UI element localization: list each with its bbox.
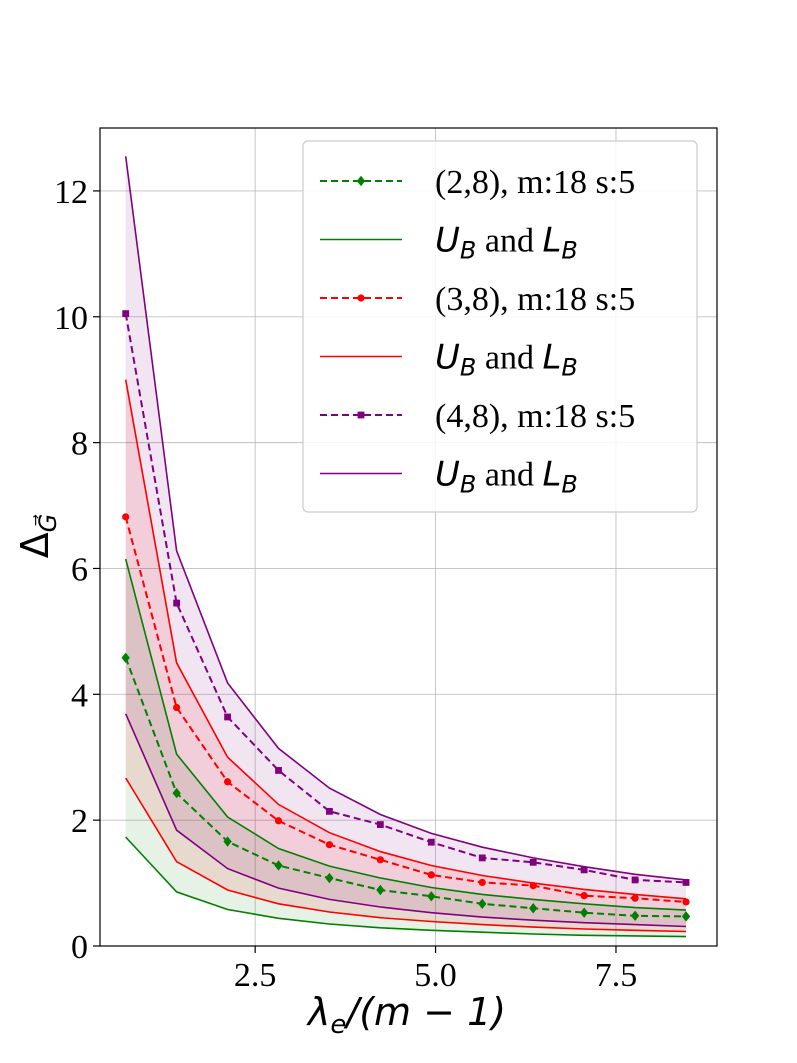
- legend-marker-series-1: [357, 294, 365, 302]
- series-0-point-11: [681, 911, 691, 922]
- series-1-point-4: [325, 841, 334, 849]
- legend-label-series-2: (4,8), m:18 s:5: [435, 398, 635, 435]
- legend-bounds-and: and: [476, 457, 542, 494]
- legend-bounds-u: U: [435, 221, 460, 261]
- series-0-point-4: [325, 872, 334, 884]
- data-series: [121, 310, 691, 922]
- lower-bound-line-0: [125, 836, 687, 938]
- legend-bounds-usub: B: [460, 237, 476, 265]
- series-2-point-0: [122, 310, 130, 318]
- series-0-point-0: [121, 652, 130, 664]
- legend-bounds-lsub: B: [561, 354, 577, 382]
- y-tick-label-0: 0: [71, 929, 88, 966]
- series-1-point-9: [580, 892, 588, 900]
- y-tick-label-2: 4: [71, 677, 88, 714]
- series-line-2: [124, 313, 687, 884]
- series-2-point-8: [529, 858, 537, 866]
- legend-bounds-usub: B: [460, 471, 476, 499]
- series-2-point-10: [631, 876, 639, 884]
- series-0-point-8: [529, 903, 538, 914]
- bound-lines: [124, 156, 687, 938]
- legend-marker-series-2: [357, 411, 365, 419]
- series-line-0: [124, 657, 687, 918]
- x-tick-label-2: 7.5: [595, 957, 638, 994]
- series-1-point-0: [122, 513, 130, 521]
- y-axis-label-delta: Δ: [13, 532, 57, 558]
- series-0-point-7: [478, 898, 487, 910]
- series-line-1: [124, 516, 687, 903]
- series-1-point-8: [529, 881, 537, 890]
- series-0-point-3: [274, 860, 283, 871]
- x-tick-label-1: 5.0: [414, 957, 457, 994]
- x-axis-label-lambda: λ: [306, 990, 331, 1034]
- legend-bounds-u: U: [435, 338, 460, 378]
- plot-frame: [99, 127, 718, 947]
- x-axis-label-sub: e: [330, 1010, 346, 1040]
- bound-band-2: [125, 156, 686, 927]
- series-2-point-9: [580, 866, 588, 874]
- y-tick-label-5: 10: [54, 300, 88, 337]
- series-0-point-6: [427, 891, 436, 902]
- y-tick-label-6: 12: [54, 174, 88, 211]
- legend-bounds-lsub: B: [561, 237, 577, 265]
- series-2-point-5: [376, 821, 384, 828]
- series-2-point-1: [173, 599, 181, 607]
- upper-bound-line-0: [124, 558, 687, 911]
- legend-bounds-and: and: [476, 223, 542, 260]
- upper-bound-line-1: [124, 379, 687, 900]
- legend-bounds-and: and: [476, 340, 542, 377]
- series-1-point-11: [682, 898, 690, 906]
- bound-band-0: [125, 559, 686, 937]
- series-1-point-1: [173, 703, 181, 712]
- legend: (2,8), m:18 s:5UB and LB(3,8), m:18 s:5U…: [302, 140, 698, 513]
- series-2-point-4: [326, 807, 333, 815]
- legend-box: [302, 140, 698, 513]
- series-2-point-6: [427, 838, 435, 846]
- y-axis-label-sub: G⃗: [33, 514, 62, 533]
- legend-items: (2,8), m:18 s:5UB and LB(3,8), m:18 s:5U…: [320, 164, 635, 499]
- y-tick-label-4: 8: [71, 426, 88, 463]
- lower-bound-line-1: [125, 777, 687, 933]
- legend-label-bounds-1: UB and LB: [435, 338, 578, 382]
- x-axis-label-rest: /(m − 1): [343, 990, 506, 1034]
- legend-label-series-1: (3,8), m:18 s:5: [435, 281, 635, 318]
- legend-bounds-l: L: [542, 221, 561, 261]
- legend-label-bounds-2: UB and LB: [435, 455, 578, 499]
- series-0-point-9: [579, 907, 589, 918]
- legend-bounds-l: L: [542, 455, 561, 495]
- lower-bound-line-2: [124, 713, 687, 928]
- series-2-point-2: [224, 713, 231, 721]
- axis-ticks: 2.5 5.0 7.5 0 2 4 6 8 10 12: [54, 174, 637, 994]
- series-0-point-1: [172, 787, 181, 799]
- legend-bounds-u: U: [435, 455, 460, 495]
- y-tick-label-1: 2: [71, 803, 88, 840]
- series-1-point-5: [376, 856, 384, 864]
- y-axis-label: ΔG⃗: [13, 514, 62, 559]
- upper-bound-line-2: [124, 156, 687, 881]
- x-axis-label: λe/(m − 1): [306, 990, 506, 1040]
- series-1-point-6: [427, 871, 435, 879]
- legend-label-bounds-0: UB and LB: [435, 221, 578, 265]
- series-0-point-2: [223, 836, 232, 847]
- legend-bounds-usub: B: [460, 354, 476, 382]
- legend-marker-series-0: [356, 175, 366, 187]
- series-1-point-3: [274, 817, 283, 825]
- series-2-point-7: [478, 854, 486, 862]
- series-0-point-5: [376, 884, 385, 896]
- x-tick-label-0: 2.5: [234, 957, 277, 994]
- series-1-point-2: [223, 778, 232, 786]
- legend-bounds-lsub: B: [561, 471, 577, 499]
- legend-bounds-l: L: [542, 338, 561, 378]
- legend-label-series-0: (2,8), m:18 s:5: [435, 164, 635, 201]
- series-1-point-10: [631, 894, 639, 902]
- series-2-point-3: [275, 767, 282, 774]
- y-tick-label-3: 6: [71, 551, 88, 588]
- series-2-point-11: [682, 879, 690, 886]
- series-1-point-7: [478, 878, 486, 887]
- series-0-point-10: [630, 910, 640, 921]
